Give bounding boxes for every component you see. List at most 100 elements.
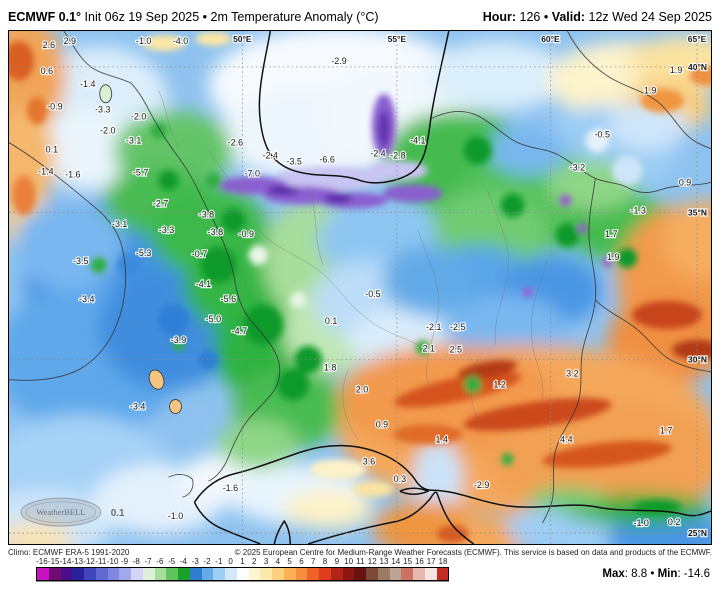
value-label: -3.8: [208, 227, 223, 237]
value-label: -1.0: [633, 518, 648, 528]
coastline-qeshm-island: [399, 487, 430, 495]
legend-tick: 2: [252, 557, 257, 566]
legend-bin: [424, 568, 437, 580]
legend-tick: 13: [379, 557, 389, 566]
legend-bin: [260, 568, 272, 580]
legend-bin: [213, 568, 225, 580]
value-label: -0.5: [365, 289, 380, 299]
value-label: -6.6: [319, 154, 334, 164]
value-label: 1.9: [670, 65, 682, 75]
legend-bin: [272, 568, 284, 580]
legend-bin: [189, 568, 202, 580]
legend-bin: [283, 568, 296, 580]
value-label: -4.1: [196, 279, 211, 289]
value-label: 3.6: [363, 456, 375, 466]
copyright-note: © 2025 European Centre for Medium-Range …: [234, 548, 712, 557]
legend-bin: [225, 568, 237, 580]
value-label: 1.7: [605, 229, 617, 239]
watermark: WeatherBELL 0.1: [20, 497, 125, 527]
legend-tick: 18: [438, 557, 448, 566]
grid-label: 40°N: [688, 62, 707, 72]
value-label: -4.0: [173, 36, 188, 46]
legend-bin: [60, 568, 73, 580]
value-label: -2.9: [331, 56, 346, 66]
legend-bin: [389, 568, 402, 580]
legend-bin: [142, 568, 155, 580]
min-label: Min: [657, 568, 678, 580]
bullet: •: [543, 10, 552, 24]
legend-tick: 0: [228, 557, 233, 566]
value-label: -5.7: [133, 167, 148, 177]
legend-tick: -12: [83, 557, 95, 566]
value-label: -0.9: [47, 102, 62, 112]
legend-bin: [401, 568, 413, 580]
legend-bin: [131, 568, 143, 580]
value-label: -3.9: [171, 335, 186, 345]
legend-bin: [154, 568, 167, 580]
value-label: -3.1: [126, 136, 141, 146]
legend-bin: [178, 568, 190, 580]
value-label: -1.4: [80, 79, 95, 89]
lakes: [99, 84, 182, 414]
value-label: -0.9: [239, 229, 254, 239]
legend-tick: -11: [95, 557, 107, 566]
value-label: -3.2: [570, 162, 585, 172]
legend-tick: -9: [120, 557, 129, 566]
value-label: -3.5: [286, 156, 301, 166]
value-label: 1.7: [660, 425, 672, 435]
coastline-arabia: [193, 491, 475, 544]
value-label: -0.7: [192, 249, 207, 259]
legend-tick: -16: [36, 557, 48, 566]
value-label: 1.9: [607, 252, 619, 262]
value-label: 2.0: [356, 385, 368, 395]
legend-bin: [166, 568, 178, 580]
value-label: -3.8: [199, 209, 214, 219]
value-label: -4.7: [232, 326, 247, 336]
watermark-ellipse: [20, 497, 102, 527]
legend-bin: [48, 568, 61, 580]
value-label: -2.8: [390, 151, 405, 161]
legend-bin: [319, 568, 331, 580]
legend-bin: [248, 568, 261, 580]
grid-label: 50°E: [233, 34, 252, 44]
legend-bin: [342, 568, 355, 580]
value-label: -2.7: [153, 198, 168, 208]
legend-tick: 16: [414, 557, 424, 566]
value-label: -3.4: [79, 294, 94, 304]
value-label: -1.0: [136, 36, 151, 46]
legend-tick: 8: [322, 557, 328, 566]
title-product: Init 06z 19 Sep 2025 • 2m Temperature An…: [81, 10, 379, 24]
legend-tick: -15: [47, 557, 60, 566]
value-label: -1.0: [168, 511, 183, 521]
legend-tick: -13: [71, 557, 84, 566]
value-label: -2.6: [228, 138, 243, 148]
legend-bin: [201, 568, 214, 580]
legend-tick: 7: [311, 557, 316, 566]
value-label: 0.9: [679, 177, 691, 187]
grid-label: 35°N: [688, 207, 707, 217]
province-borders: [158, 90, 548, 440]
max-value: : 8.8: [624, 568, 651, 580]
valid-value: 12z Wed 24 Sep 2025: [585, 10, 712, 24]
coastline-gulf-north: [193, 444, 711, 517]
legend-tick: 11: [356, 557, 365, 566]
graticule: 50°E 55°E 60°E 65°E 40°N 35°N 30°N 25°N: [9, 31, 711, 544]
value-label: 1.9: [644, 86, 656, 96]
legend-colorbar: [36, 567, 449, 581]
legend-tick: 1: [240, 557, 245, 566]
value-label: 1.8: [324, 363, 336, 373]
value-label: -2.4: [370, 149, 385, 159]
hour-label: Hour:: [482, 10, 517, 24]
value-label: -3.4: [130, 402, 145, 412]
legend-bin: [413, 568, 425, 580]
grid-label: 25°N: [688, 528, 707, 538]
title-right: Hour: 126 • Valid: 12z Wed 24 Sep 2025: [483, 10, 712, 24]
max-min-readout: Max: 8.8 • Min: -14.6: [602, 568, 710, 580]
value-label: -5.0: [206, 314, 221, 324]
grid-label: 30°N: [688, 355, 707, 365]
value-label: 0.6: [41, 66, 53, 76]
legend-tick: 12: [367, 557, 377, 566]
legend-tick: -4: [179, 557, 188, 566]
value-label: -4.1: [410, 136, 425, 146]
legend-tick: -10: [106, 557, 119, 566]
